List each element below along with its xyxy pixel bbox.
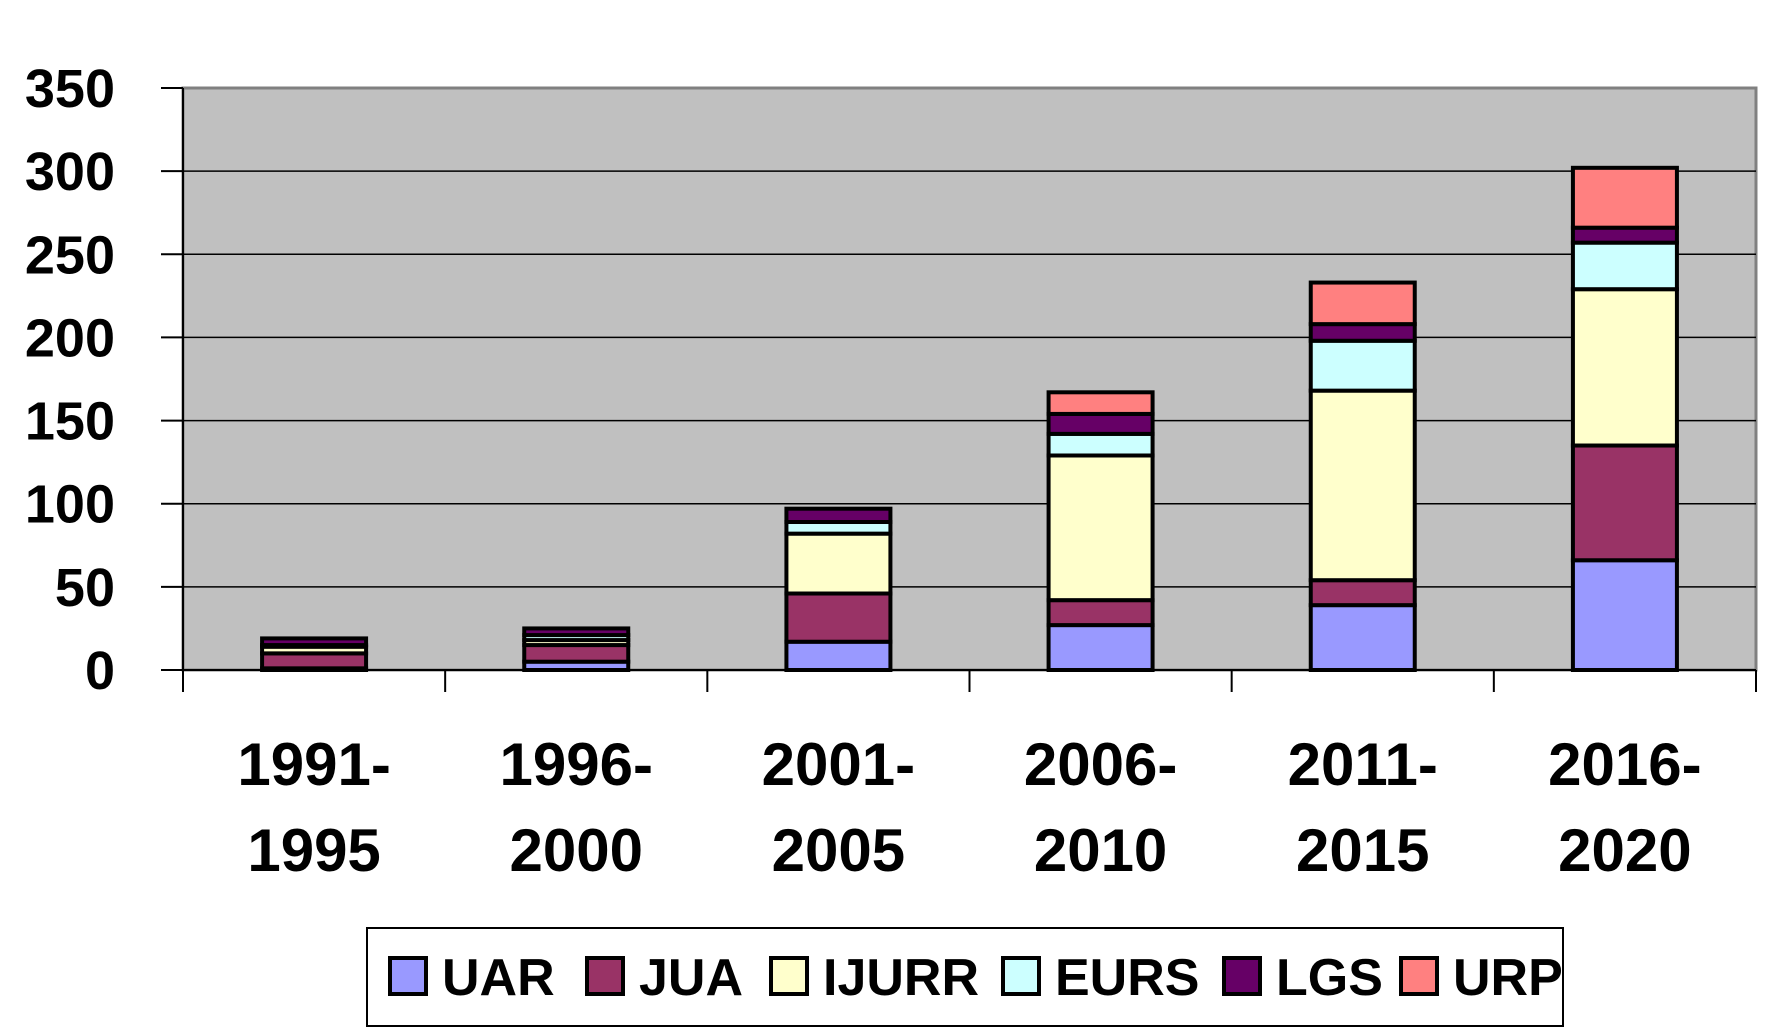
gridlines (183, 170, 1756, 588)
y-tick-label: 300 (25, 142, 115, 202)
y-tick-label: 0 (85, 641, 115, 701)
bar-segment-lgs (784, 506, 893, 525)
y-tick-label: 50 (55, 558, 115, 618)
bar-segment-uar (1570, 558, 1679, 672)
legend: UAR JUA IJURR EURS LGS URP (366, 927, 1564, 1027)
bar-segment-urp (1570, 165, 1679, 230)
bar-segment-jua (784, 591, 893, 644)
legend-swatch-eurs (1001, 956, 1041, 996)
y-tick-label: 150 (25, 392, 115, 452)
bar-segment-lgs (1308, 322, 1417, 343)
bar-segment-lgs (1046, 411, 1155, 436)
legend-swatch-uar (388, 956, 428, 996)
x-tick-label: 2001- (762, 731, 915, 798)
y-tick-label: 350 (25, 59, 115, 119)
bar-segment-uar (1046, 623, 1155, 672)
bar-segment-jua (1570, 443, 1679, 563)
bar-segment-jua (1308, 578, 1417, 608)
bar-segment-ijurr (1570, 287, 1679, 448)
axes (161, 87, 1757, 692)
bar-segment-jua (260, 651, 369, 671)
y-tick-label: 250 (25, 225, 115, 285)
x-tick-label: 2005 (772, 817, 905, 884)
x-tick-label: 2010 (1034, 817, 1167, 884)
bar-segment-lgs (522, 626, 631, 638)
y-axis-tick-labels: 0 50 100 150 200 250 300 350 (25, 59, 115, 701)
legend-box (366, 927, 1564, 1027)
legend-label-lgs: LGS (1276, 949, 1383, 1007)
legend-label-ijurr: IJURR (823, 949, 979, 1007)
legend-label-urp: URP (1453, 949, 1563, 1007)
legend-swatch-jua (585, 956, 625, 996)
bar-segment-jua (522, 643, 631, 664)
legend-label-eurs: EURS (1055, 949, 1199, 1007)
bar-segment-lgs (1570, 225, 1679, 245)
x-tick-label: 2000 (510, 817, 643, 884)
bar-segment-uar (784, 639, 893, 673)
x-tick-label: 1996- (500, 731, 653, 798)
bar-segment-urp (1308, 280, 1417, 327)
legend-label-jua: JUA (639, 949, 743, 1007)
y-tick-label: 200 (25, 308, 115, 368)
bar-segment-eurs (1570, 240, 1679, 292)
x-tick-label: 2015 (1296, 817, 1429, 884)
x-tick-label: 1995 (247, 817, 380, 884)
bar-segment-ijurr (784, 531, 893, 596)
bar-segment-uar (1308, 603, 1417, 672)
bar-segment-jua (1046, 598, 1155, 628)
x-tick-label: 2016- (1548, 731, 1701, 798)
x-tick-label: 2011- (1288, 731, 1438, 798)
x-axis-tick-labels: 1991- 1995 1996- 2000 2001- 2005 2006- 2010 2011… (237, 731, 1701, 884)
bar-segment-ijurr (1046, 453, 1155, 603)
bar-segment-eurs (1308, 338, 1417, 393)
bars (260, 165, 1679, 673)
legend-swatch-lgs (1222, 956, 1262, 996)
x-tick-label: 2006- (1024, 731, 1177, 798)
x-tick-label: 1991- (237, 731, 390, 798)
bar-segment-urp (1046, 390, 1155, 416)
bar-segment-lgs (260, 636, 369, 648)
y-tick-label: 100 (25, 475, 115, 535)
bar-segment-ijurr (1308, 388, 1417, 583)
legend-swatch-urp (1399, 956, 1439, 996)
legend-swatch-ijurr (769, 956, 809, 996)
bar-segment-eurs (1046, 431, 1155, 458)
x-tick-label: 2020 (1558, 817, 1691, 884)
legend-label-uar: UAR (442, 949, 555, 1007)
plot-area (181, 86, 1758, 672)
